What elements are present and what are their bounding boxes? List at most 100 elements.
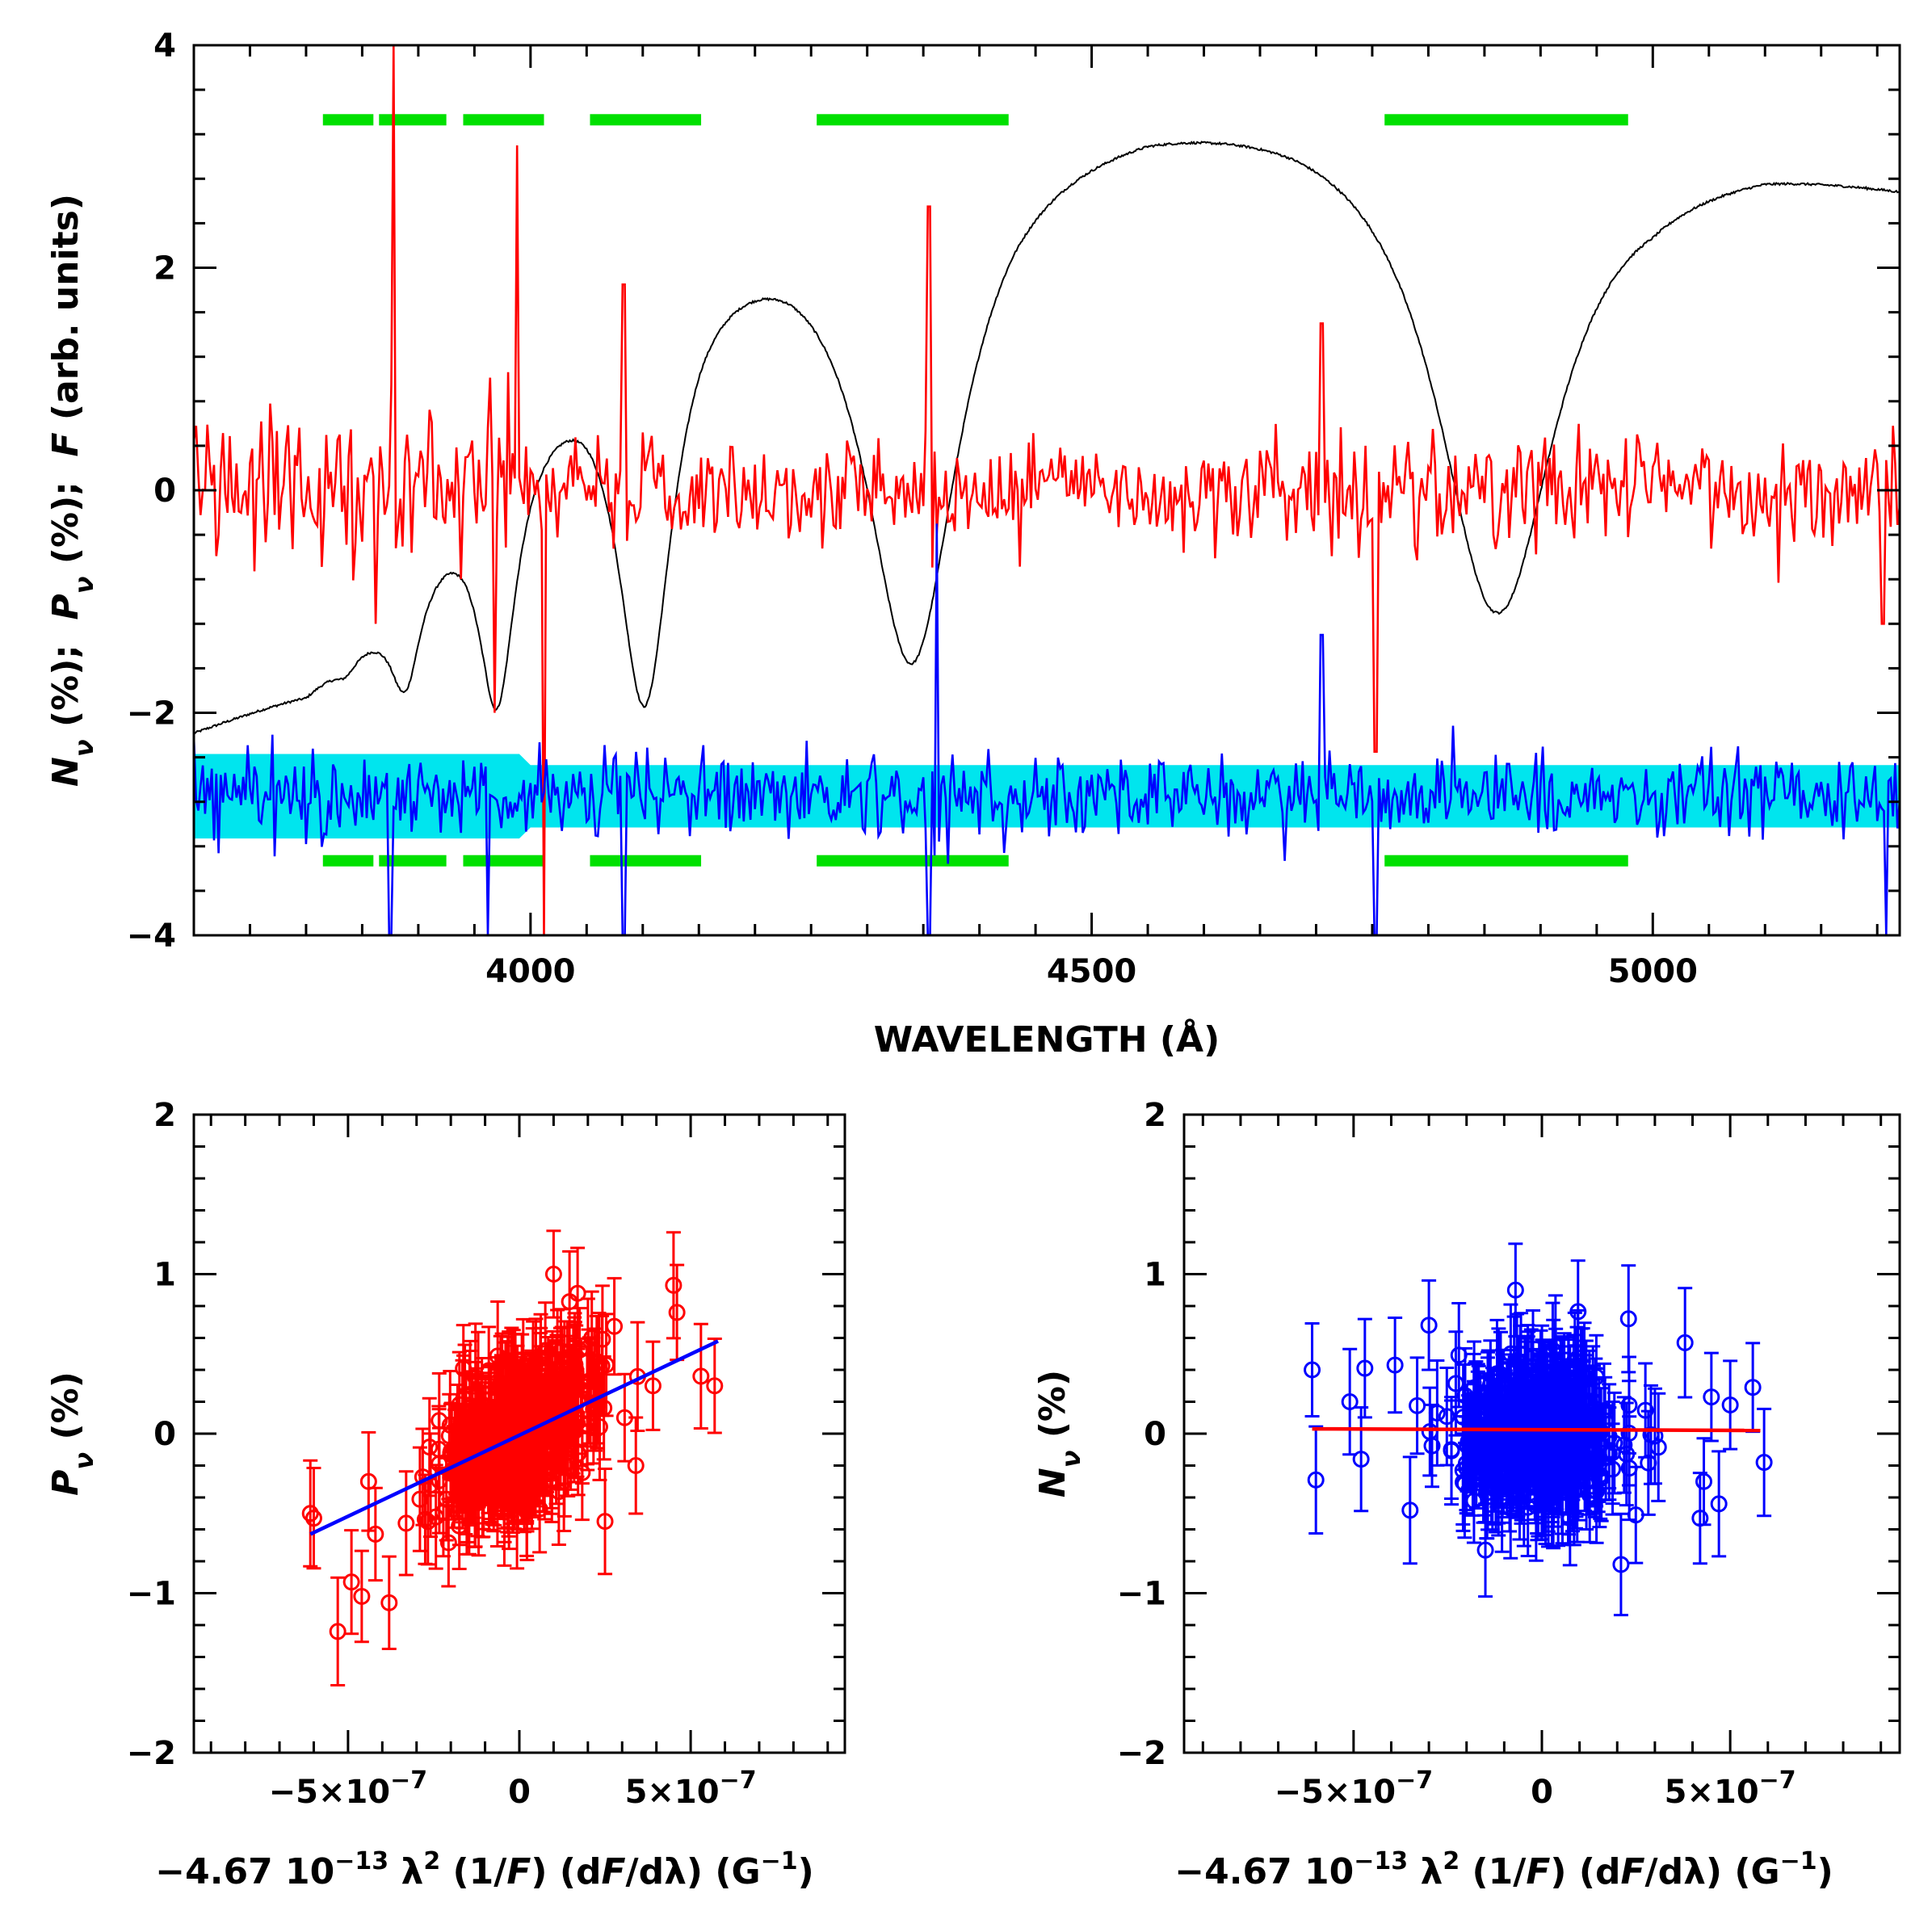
data-point [467,1368,485,1386]
data-point [514,1358,532,1376]
data-point [588,1353,606,1371]
data-point [367,1525,384,1543]
y-tick-label: −2 [1117,1735,1166,1772]
data-point [1506,1357,1523,1375]
pv-fit-line [309,1339,720,1536]
data-point [1572,1371,1590,1389]
data-point [498,1472,516,1489]
data-point [573,1464,591,1481]
data-point [1539,1388,1556,1406]
y-tick-label: −1 [1117,1576,1166,1613]
data-point [518,1493,536,1510]
data-point [489,1347,506,1365]
y-tick-label: 2 [1144,1097,1166,1134]
data-point [430,1440,447,1458]
spectrum-y-axis-title: Nν (%); Pν (%); F (arb. units) [45,194,99,787]
data-point [462,1464,480,1481]
data-point [455,1359,472,1377]
data-point [495,1503,513,1521]
data-point [492,1375,510,1392]
data-point [531,1500,548,1518]
data-point [594,1330,611,1348]
nv-fit-line [1312,1426,1761,1433]
data-point [1604,1460,1622,1478]
data-point [1544,1342,1561,1359]
data-point [493,1458,510,1476]
data-point [353,1587,371,1605]
data-point [596,1513,614,1531]
data-point [1493,1386,1511,1404]
data-point [543,1458,561,1476]
nv-regression-x-tick-labels: −5×10−7 0 5×10−7 [1275,1766,1796,1811]
data-point [1569,1349,1587,1367]
data-point [1612,1556,1630,1573]
y-tick-label: 1 [1144,1257,1166,1294]
y-tick-label: 1 [153,1257,176,1294]
y-tick-label: 0 [153,472,176,510]
data-point [1502,1500,1519,1518]
data-point [533,1428,551,1446]
spectrum-x-axis-title: WAVELENGTH (Å) [874,1018,1220,1060]
nv-regression-y-tick-labels: −2 −1 0 1 2 [1117,1097,1166,1772]
data-point [342,1573,360,1591]
y-tick-label: −4 [127,918,176,955]
data-point [1551,1400,1569,1418]
data-point [1537,1434,1555,1451]
y-tick-label: 0 [153,1416,176,1453]
data-point [1518,1443,1535,1461]
data-point [430,1412,448,1430]
data-point [595,1399,613,1417]
data-point [1649,1438,1667,1456]
pv-regression-x-tick-labels: −5×10−7 0 5×10−7 [269,1766,757,1811]
data-point [477,1452,494,1470]
data-point [532,1359,550,1376]
data-point [469,1372,487,1390]
data-point [583,1329,601,1347]
data-point [1420,1317,1438,1334]
data-point [1307,1471,1325,1489]
data-point [416,1510,434,1528]
data-point [627,1457,645,1474]
data-point [1547,1338,1564,1355]
nv-regression-y-axis-title: Nν (%) [1032,1370,1086,1497]
data-point [1619,1310,1637,1328]
data-point [544,1266,562,1283]
data-point [1447,1375,1464,1392]
data-point [1567,1387,1585,1405]
data-point [451,1485,468,1503]
nv-regression-panel: −5×10−7 0 5×10−7 −2 −1 0 1 2 Nν (%) −4.67 10−1… [1032,1097,1901,1892]
data-point [536,1342,554,1359]
pv-regression-x-axis-title: −4.67 10−13 λ2 (1/F) (dF/dλ) (G−1) [155,1847,813,1892]
data-point [668,1304,686,1321]
data-point [1423,1437,1441,1455]
data-point [1615,1436,1633,1454]
data-point [1524,1349,1542,1367]
masked-region-lower-6 [1384,855,1628,867]
y-tick-label: 4 [153,27,176,65]
data-point [544,1369,561,1387]
data-point [441,1416,459,1434]
data-point [1636,1401,1654,1419]
data-point [475,1464,493,1482]
data-point [665,1276,682,1294]
data-point [1510,1483,1528,1501]
data-point [1428,1404,1446,1422]
data-point [496,1443,514,1460]
data-point [1586,1459,1604,1476]
data-point [1526,1466,1544,1484]
x-tick-label: 5×10−7 [625,1766,757,1811]
data-point [1691,1510,1709,1527]
masked-region-upper-6 [1384,114,1628,126]
spectrum-x-tick-labels: 4000 4500 5000 [485,953,1698,990]
nv-data-points [1304,1281,1773,1573]
data-point [1516,1373,1534,1391]
data-point [1465,1492,1483,1510]
data-point [1401,1502,1419,1519]
data-point [524,1465,542,1483]
data-point [1455,1409,1472,1426]
data-point [439,1534,457,1552]
data-point [1506,1402,1523,1420]
data-point [569,1445,587,1463]
y-tick-label: −1 [127,1576,176,1613]
data-point [644,1377,662,1395]
